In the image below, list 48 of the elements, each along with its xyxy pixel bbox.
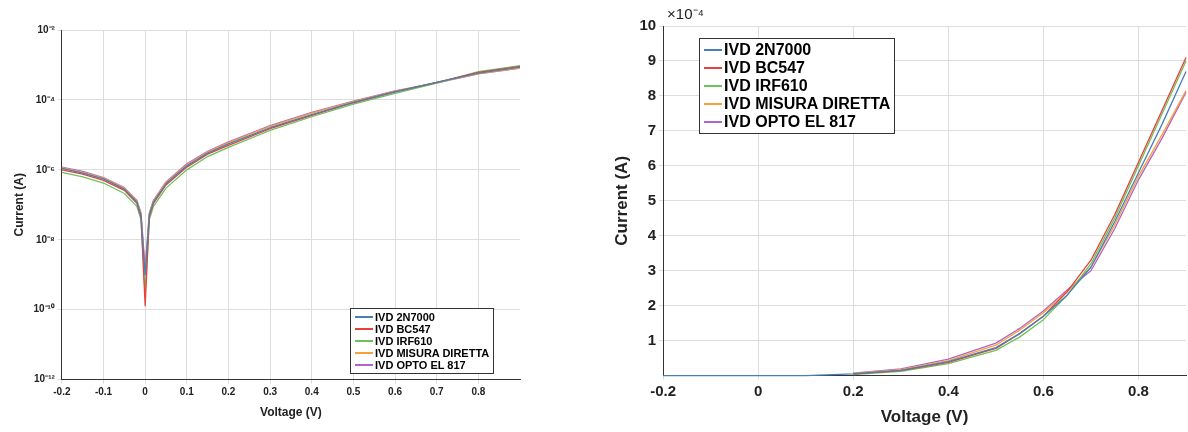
y-tick-label: 6	[647, 155, 657, 173]
x-tick-label: 0.2	[842, 381, 864, 399]
x-axis-title: Voltage (V)	[260, 405, 322, 420]
x-axis-title: Voltage (V)	[880, 407, 969, 427]
y-tick-label: 5	[647, 190, 657, 208]
x-tick-label: 0	[753, 381, 763, 399]
x-tick-label: -0.2	[650, 381, 677, 399]
legend-label: IVD OPTO EL 817	[375, 358, 466, 371]
y-tick-label: 9	[647, 51, 657, 69]
text: ×10⁻⁴	[667, 4, 704, 22]
x-tick-label: 0.5	[346, 386, 361, 398]
y-tick-label: 10⁻⁶	[36, 163, 55, 175]
legend-label: IVD 2N7000	[375, 310, 435, 323]
y-tick-label: 1	[647, 330, 657, 348]
x-tick-label: -0.1	[94, 386, 113, 398]
y-tick-label: 4	[647, 225, 657, 243]
y-tick-label: 7	[647, 121, 657, 139]
x-tick-label: -0.2	[53, 386, 71, 398]
legend-label: IVD OPTO EL 817	[724, 113, 856, 131]
legend-label: IVD IRF610	[724, 77, 808, 95]
y-tick-label: 10⁻⁴	[35, 93, 55, 105]
y-axis-title: Current (A)	[611, 155, 631, 246]
x-tick-label: 0.1	[179, 386, 195, 398]
y-tick-label: 10⁻⁸	[35, 233, 56, 245]
x-tick-label: 0	[142, 386, 149, 398]
y-tick-label: 10⁻²	[37, 23, 56, 35]
legend-label: IVD 2N7000	[724, 41, 812, 59]
y-tick-label: 10⁻¹²	[34, 373, 56, 385]
y-tick-label: 10	[639, 16, 657, 34]
y-tick-label: 2	[647, 295, 657, 313]
legend-label: IVD MISURA DIRETTA	[375, 346, 490, 359]
x-tick-label: 0.4	[304, 386, 320, 398]
y-tick-label: 10⁻¹⁰	[33, 303, 55, 315]
x-tick-label: 0.3	[263, 386, 278, 398]
x-tick-label: 0.6	[1032, 381, 1054, 399]
x-tick-label: 0.6	[388, 386, 403, 398]
x-tick-label: 0.2	[221, 386, 236, 398]
x-tick-label: 0.8	[1128, 381, 1149, 399]
y-tick-label: 3	[647, 260, 657, 278]
y-tick-label: 8	[647, 86, 657, 104]
legend-label: IVD BC547	[724, 59, 805, 77]
legend-label: IVD BC547	[375, 322, 431, 335]
y-axis-title: Current (A)	[11, 173, 26, 237]
x-tick-label: 0.7	[429, 386, 445, 398]
x-tick-label: 0.8	[471, 386, 486, 398]
legend-label: IVD IRF610	[375, 334, 433, 347]
legend-label: IVD MISURA DIRETTA	[724, 95, 891, 113]
x-tick-label: 0.4	[937, 381, 960, 399]
